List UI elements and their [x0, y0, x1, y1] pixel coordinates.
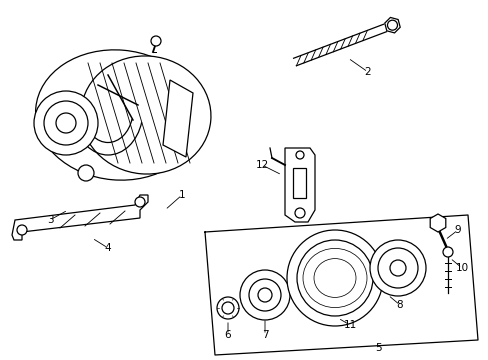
Circle shape [296, 240, 372, 316]
Circle shape [286, 230, 382, 326]
Circle shape [44, 101, 88, 145]
Polygon shape [12, 195, 148, 240]
Circle shape [308, 252, 360, 304]
Circle shape [222, 302, 234, 314]
Ellipse shape [36, 50, 200, 180]
Circle shape [56, 113, 76, 133]
Text: 3: 3 [46, 215, 53, 225]
Circle shape [389, 260, 405, 276]
Circle shape [17, 225, 27, 235]
Circle shape [377, 248, 417, 288]
Circle shape [442, 247, 452, 257]
Ellipse shape [303, 248, 366, 307]
Text: 5: 5 [374, 343, 381, 353]
Circle shape [217, 297, 239, 319]
Text: 8: 8 [396, 300, 403, 310]
Circle shape [240, 270, 289, 320]
Polygon shape [285, 148, 314, 222]
Circle shape [258, 288, 271, 302]
Polygon shape [292, 168, 305, 198]
Text: 7: 7 [261, 330, 268, 340]
Circle shape [295, 151, 304, 159]
Polygon shape [163, 80, 193, 157]
Polygon shape [429, 214, 445, 232]
Text: 12: 12 [255, 160, 268, 170]
Text: 10: 10 [454, 263, 468, 273]
Text: 1: 1 [178, 190, 185, 200]
Text: 4: 4 [104, 243, 111, 253]
Ellipse shape [81, 56, 210, 174]
Circle shape [135, 197, 145, 207]
Ellipse shape [313, 258, 355, 297]
Circle shape [328, 272, 340, 284]
Polygon shape [384, 17, 399, 33]
Text: 9: 9 [454, 225, 460, 235]
Circle shape [151, 36, 161, 46]
Circle shape [386, 20, 397, 30]
Circle shape [34, 91, 98, 155]
Circle shape [78, 165, 94, 181]
Text: 11: 11 [343, 320, 356, 330]
Circle shape [319, 263, 349, 293]
Circle shape [369, 240, 425, 296]
Circle shape [294, 208, 305, 218]
Text: 6: 6 [224, 330, 231, 340]
Circle shape [248, 279, 281, 311]
Text: 2: 2 [364, 67, 370, 77]
